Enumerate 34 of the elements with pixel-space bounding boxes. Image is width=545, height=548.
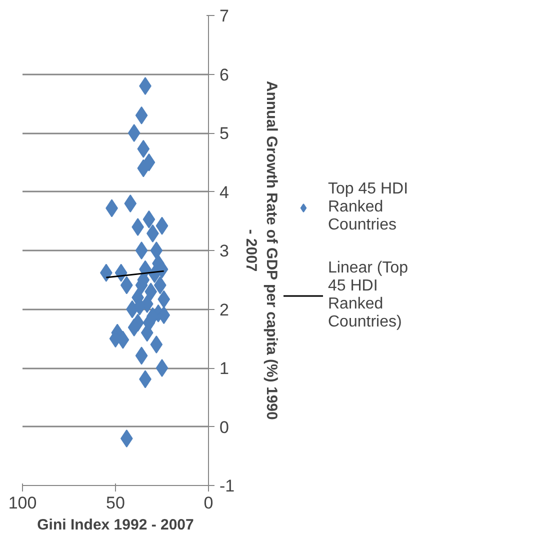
legend-label: Top 45 HDI Ranked Countries: [328, 180, 408, 234]
point: [156, 359, 168, 377]
point: [120, 430, 133, 448]
y-tick-label: 6: [220, 65, 229, 84]
point: [128, 124, 140, 142]
y-tick-label: 5: [220, 124, 229, 143]
point: [158, 290, 170, 308]
point: [142, 210, 156, 228]
y-tick-label: 4: [220, 182, 229, 202]
point: [144, 282, 158, 301]
point: [135, 106, 148, 124]
y-tick-label: 0: [220, 418, 229, 437]
point: [150, 336, 163, 354]
x-tick-label: 50: [106, 494, 125, 512]
x-axis-title: Gini Index 1992 - 2007: [37, 516, 194, 534]
point: [137, 140, 150, 158]
point: [116, 330, 130, 349]
point: [150, 242, 163, 260]
y-tick-label: 3: [220, 242, 229, 260]
y-axis-title: Annual Growth Rate of GDP per capita (%) 1990 - 2007: [242, 80, 280, 420]
point: [137, 159, 150, 178]
y-tick-label: -1: [220, 476, 235, 496]
legend-label: Linear (Top 45 HDI Ranked Countries): [328, 260, 408, 332]
point: [154, 276, 166, 294]
y-tick-label: 1: [220, 359, 229, 378]
x-tick-label: 100: [8, 494, 37, 512]
point: [135, 242, 148, 260]
y-tick-label: 2: [220, 300, 229, 320]
point: [124, 194, 137, 212]
point: [156, 216, 168, 235]
point: [120, 276, 133, 294]
x-tick-label: 0: [204, 494, 214, 512]
y-tick-label: 7: [220, 6, 229, 26]
point: [135, 346, 148, 365]
